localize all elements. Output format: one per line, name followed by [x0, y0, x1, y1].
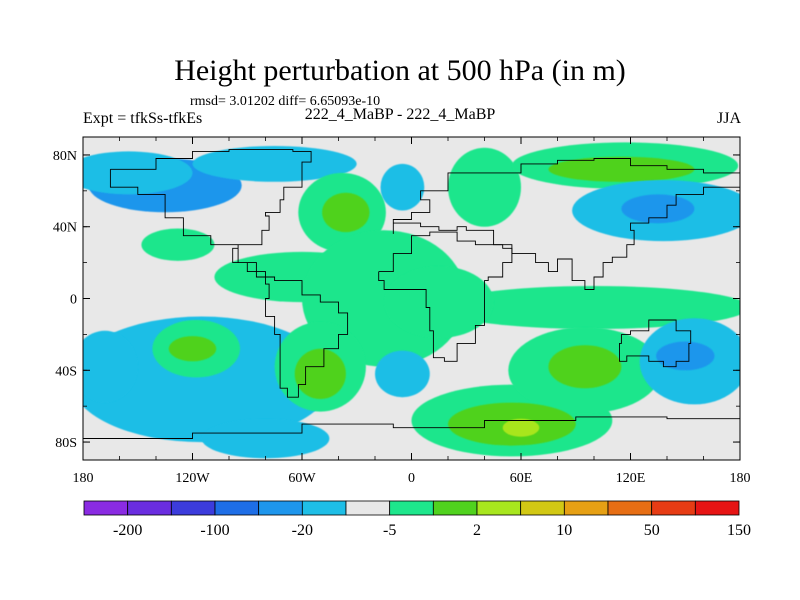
coastline [378, 231, 513, 362]
stats-line: rmsd= 3.01202 diff= 6.65093e-10 [190, 94, 381, 109]
colorbar-label: 150 [727, 522, 751, 539]
colorbar-label: -100 [200, 522, 229, 539]
y-tick-label: 0 [70, 293, 77, 308]
anomaly-region [294, 348, 346, 399]
colorbar-label: 50 [644, 522, 660, 539]
anomaly-region [380, 163, 425, 211]
colorbar-swatch [563, 500, 609, 516]
anomaly-region [548, 156, 695, 182]
anomaly-region [322, 192, 370, 233]
colorbar-swatch [520, 500, 565, 516]
colorbar-swatch [127, 500, 172, 516]
anomaly-region [83, 316, 333, 443]
anomaly-region [201, 418, 330, 459]
colorbar-swatch [214, 500, 260, 516]
anomaly-region [448, 147, 521, 227]
colorbar-swatch [694, 500, 740, 516]
x-tick-label: 120W [175, 471, 210, 486]
colorbar-label: -5 [383, 522, 396, 539]
colorbar-swatch [476, 500, 522, 516]
x-tick-label: 60E [510, 471, 533, 486]
anomaly-region [384, 266, 494, 338]
y-tick-label: 40S [55, 364, 77, 379]
colorbar-label: -200 [113, 522, 142, 539]
coastline [109, 149, 349, 398]
colorbar-swatch [651, 500, 696, 516]
x-tick-label: 180 [730, 471, 751, 486]
anomaly-region [502, 418, 540, 437]
y-tick-label: 40N [53, 221, 77, 236]
colorbar-swatch [301, 500, 347, 516]
anomaly-region [83, 151, 193, 195]
colorbar-swatch [432, 500, 478, 516]
colorbar-label: 10 [556, 522, 572, 539]
anomaly-region [141, 228, 215, 261]
anomaly-region [438, 286, 740, 329]
anomaly-region [548, 345, 622, 389]
coastline [83, 416, 740, 439]
x-tick-label: 180 [73, 471, 94, 486]
anomaly-region [621, 194, 695, 224]
experiment-label: Expt = tfkSs-tfkEs [83, 110, 203, 127]
x-tick-label: 120E [616, 471, 646, 486]
y-tick-label: 80N [53, 149, 77, 164]
x-tick-label: 60W [288, 471, 316, 486]
plot-title: Height perturbation at 500 hPa (in m) [174, 54, 626, 87]
colorbar-swatch [83, 500, 129, 516]
coastline [392, 158, 740, 290]
colorbar-swatch [258, 500, 303, 516]
colorbar-label: -20 [292, 522, 313, 539]
colorbar-swatch [607, 500, 653, 516]
case-label: 222_4_MaBP - 222_4_MaBP [304, 106, 496, 123]
y-tick-label: 80S [55, 436, 77, 451]
anomaly-region [83, 330, 138, 403]
x-tick-label: 0 [408, 471, 415, 486]
season-label: JJA [716, 110, 741, 127]
anomaly-region [168, 336, 217, 362]
coastline [619, 319, 692, 368]
anomaly-region [192, 146, 357, 182]
anomaly-region [656, 341, 715, 371]
colorbar-swatch [170, 500, 216, 516]
colorbar-label: 2 [473, 522, 481, 539]
colorbar-swatch [389, 500, 434, 516]
anomaly-region [375, 350, 430, 398]
colorbar-swatch [345, 500, 391, 516]
